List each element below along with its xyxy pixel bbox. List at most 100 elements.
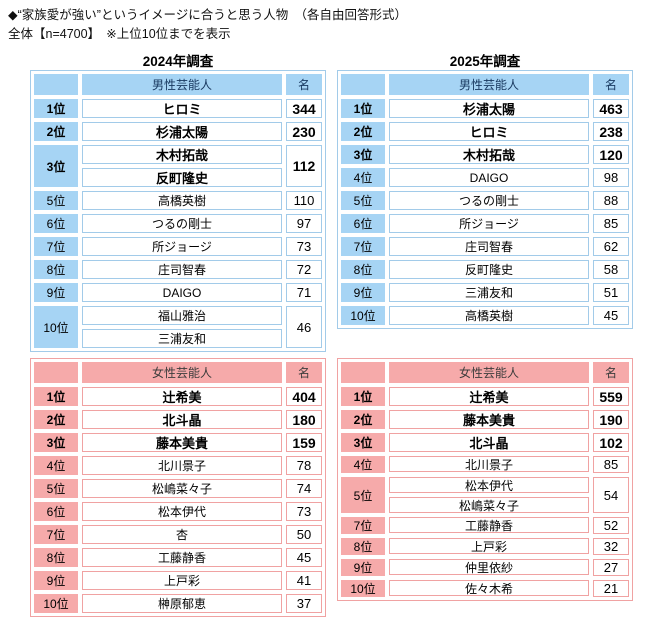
count-cell: 559 xyxy=(593,387,629,406)
name-cells: つるの剛士 xyxy=(389,191,589,210)
ranking-row: 5位 高橋英樹 110 xyxy=(34,191,322,210)
name-cells: 杉浦太陽 xyxy=(82,122,282,141)
rank-cell: 5位 xyxy=(341,191,385,210)
name-cells: 工藤静香 xyxy=(389,517,589,534)
name-cell: つるの剛士 xyxy=(82,214,282,233)
survey-title-2024: 2024年調査 xyxy=(142,54,214,69)
rank-cell: 10位 xyxy=(34,306,78,348)
count-cell: 21 xyxy=(593,580,629,597)
name-cell: 仲里依紗 xyxy=(389,559,589,575)
name-cell: 北川景子 xyxy=(82,456,282,475)
name-cell: 反町隆史 xyxy=(389,260,589,279)
ranking-row: 5位 松本伊代 松嶋菜々子 54 xyxy=(341,477,629,513)
name-cells: 北川景子 xyxy=(82,456,282,475)
name-cells: 上戸彩 xyxy=(82,571,282,590)
rank-cell: 7位 xyxy=(34,237,78,256)
person-column-header: 男性芸能人 xyxy=(389,74,589,95)
rank-cell: 9位 xyxy=(341,283,385,302)
ranking-row: 10位 佐々木希 21 xyxy=(341,580,629,597)
rank-cell: 7位 xyxy=(341,237,385,256)
ranking-row: 3位 木村拓哉 反町隆史 112 xyxy=(34,145,322,187)
name-cell: 杏 xyxy=(82,525,282,544)
ranking-row: 8位 庄司智春 72 xyxy=(34,260,322,279)
count-cell: 58 xyxy=(593,260,629,279)
ranking-row: 2位 藤本美貴 190 xyxy=(341,410,629,429)
name-cells: 北川景子 xyxy=(389,456,589,473)
name-cells: 仲里依紗 xyxy=(389,559,589,576)
count-cell: 74 xyxy=(286,479,322,498)
ranking-row: 2位 北斗晶 180 xyxy=(34,410,322,429)
ranking-row: 6位 つるの剛士 97 xyxy=(34,214,322,233)
rank-cell: 1位 xyxy=(341,99,385,118)
ranking-row: 4位 北川景子 85 xyxy=(341,456,629,473)
rank-cell: 10位 xyxy=(341,306,385,325)
count-cell: 71 xyxy=(286,283,322,302)
rank-cell: 9位 xyxy=(341,559,385,576)
ranking-row: 6位 所ジョージ 85 xyxy=(341,214,629,233)
table-header-row: 女性芸能人名 xyxy=(34,362,322,383)
count-cell: 98 xyxy=(593,168,629,187)
ranking-row: 1位 辻希美 404 xyxy=(34,387,322,406)
count-cell: 78 xyxy=(286,456,322,475)
name-cell: 杉浦太陽 xyxy=(82,122,282,141)
name-cells: 松本伊代 松嶋菜々子 xyxy=(389,477,589,513)
count-cell: 37 xyxy=(286,594,322,613)
name-cells: 松嶋菜々子 xyxy=(82,479,282,498)
ranking-row: 1位 杉浦太陽 463 xyxy=(341,99,629,118)
count-column-header: 名 xyxy=(286,362,322,383)
name-cell: つるの剛士 xyxy=(389,191,589,210)
ranking-row: 3位 藤本美貴 159 xyxy=(34,433,322,452)
count-cell: 54 xyxy=(593,477,629,513)
rank-cell: 6位 xyxy=(34,214,78,233)
count-cell: 85 xyxy=(593,456,629,473)
name-cells: 杉浦太陽 xyxy=(389,99,589,118)
rank-cell: 10位 xyxy=(341,580,385,597)
name-cells: 上戸彩 xyxy=(389,538,589,555)
name-cells: 藤本美貴 xyxy=(82,433,282,452)
name-cells: 工藤静香 xyxy=(82,548,282,567)
count-column-header: 名 xyxy=(286,74,322,95)
name-cell: 木村拓哉 xyxy=(389,145,589,164)
ranking-row: 4位 DAIGO 98 xyxy=(341,168,629,187)
ranking-row: 1位 ヒロミ 344 xyxy=(34,99,322,118)
rank-cell: 6位 xyxy=(341,214,385,233)
ranking-row: 7位 工藤静香 52 xyxy=(341,517,629,534)
ranking-row: 9位 DAIGO 71 xyxy=(34,283,322,302)
name-cells: 庄司智春 xyxy=(82,260,282,279)
count-cell: 120 xyxy=(593,145,629,164)
ranking-row: 9位 三浦友和 51 xyxy=(341,283,629,302)
name-cells: 高橋英樹 xyxy=(389,306,589,325)
name-cell: 高橋英樹 xyxy=(389,306,589,325)
ranking-row: 9位 上戸彩 41 xyxy=(34,571,322,590)
table-header-row: 女性芸能人名 xyxy=(341,362,629,383)
count-cell: 72 xyxy=(286,260,322,279)
rank-cell: 4位 xyxy=(341,168,385,187)
name-cell: 工藤静香 xyxy=(82,548,282,567)
name-cell: 北斗晶 xyxy=(82,410,282,429)
name-cells: 北斗晶 xyxy=(82,410,282,429)
name-cells: 所ジョージ xyxy=(389,214,589,233)
rank-cell: 3位 xyxy=(34,145,78,187)
name-cell: 杉浦太陽 xyxy=(389,99,589,118)
rank-cell: 2位 xyxy=(34,122,78,141)
count-cell: 32 xyxy=(593,538,629,555)
corner-cell xyxy=(34,362,78,383)
name-cell: 庄司智春 xyxy=(82,260,282,279)
name-cells: 藤本美貴 xyxy=(389,410,589,429)
sample-note: 全体【n=4700】 ※上位10位までを表示 xyxy=(8,27,231,41)
count-cell: 463 xyxy=(593,99,629,118)
name-cell: 工藤静香 xyxy=(389,517,589,533)
ranking-row: 8位 上戸彩 32 xyxy=(341,538,629,555)
ranking-row: 10位 高橋英樹 45 xyxy=(341,306,629,325)
ranking-row: 10位 福山雅治 三浦友和 46 xyxy=(34,306,322,348)
name-cell: 庄司智春 xyxy=(389,237,589,256)
name-cells: 所ジョージ xyxy=(82,237,282,256)
count-cell: 85 xyxy=(593,214,629,233)
table-male-2025: 男性芸能人名 1位 杉浦太陽 463 2位 ヒロミ 238 3位 木村拓哉 120 4位 DAIGO 9… xyxy=(337,70,633,329)
count-cell: 73 xyxy=(286,237,322,256)
count-cell: 52 xyxy=(593,517,629,534)
name-cell: 反町隆史 xyxy=(82,168,282,187)
name-cells: DAIGO xyxy=(82,283,282,302)
count-column-header: 名 xyxy=(593,74,629,95)
rank-cell: 8位 xyxy=(34,548,78,567)
